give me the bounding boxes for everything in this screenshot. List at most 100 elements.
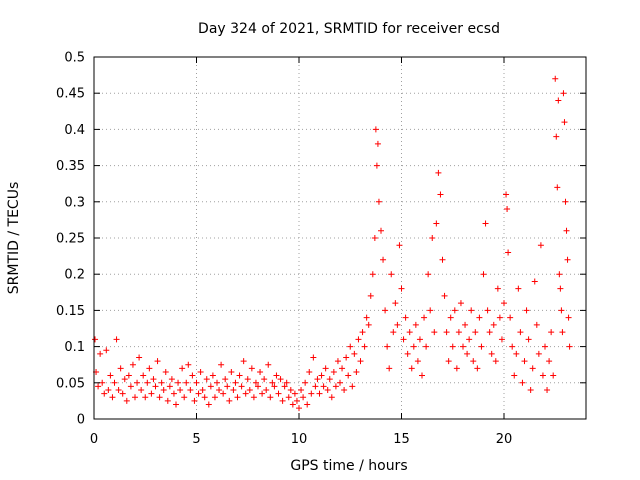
plot-frame xyxy=(93,56,587,420)
data-point xyxy=(429,235,436,241)
data-point xyxy=(281,383,288,390)
data-point xyxy=(134,379,141,386)
data-point xyxy=(308,390,315,397)
data-point xyxy=(566,343,573,350)
data-point xyxy=(472,329,479,336)
data-point xyxy=(203,376,210,383)
data-point xyxy=(92,336,99,343)
data-point xyxy=(525,336,532,343)
data-point xyxy=(392,300,399,307)
data-point xyxy=(353,368,360,375)
data-point xyxy=(107,372,114,379)
data-point xyxy=(220,390,227,397)
grid-lines xyxy=(94,57,586,419)
data-point xyxy=(211,394,218,401)
x-tick-labels: 0 5 10 15 20 xyxy=(90,432,512,447)
y-tick-label: 0.5 xyxy=(64,51,85,66)
data-point xyxy=(347,343,354,350)
x-tick-label: 5 xyxy=(192,432,200,447)
data-point xyxy=(400,336,407,343)
data-point xyxy=(561,119,568,126)
data-point xyxy=(140,372,147,379)
data-point xyxy=(563,227,570,234)
data-point xyxy=(129,361,136,368)
data-point xyxy=(533,321,540,328)
data-point xyxy=(238,383,245,390)
data-point xyxy=(453,365,460,372)
data-point xyxy=(484,307,491,314)
data-point xyxy=(460,343,466,350)
data-point xyxy=(339,365,346,372)
data-point xyxy=(554,184,561,191)
data-point xyxy=(240,358,247,365)
data-point xyxy=(486,329,493,336)
data-point xyxy=(298,387,305,394)
data-point xyxy=(207,383,214,390)
data-point xyxy=(445,358,452,365)
data-point xyxy=(457,300,464,307)
data-point xyxy=(97,350,104,357)
data-point xyxy=(289,401,296,408)
data-point xyxy=(332,383,339,390)
data-point xyxy=(351,350,358,357)
data-point xyxy=(291,390,298,397)
data-point xyxy=(382,307,389,314)
data-point xyxy=(230,387,237,394)
data-point xyxy=(386,365,393,372)
y-tick-label: 0.25 xyxy=(56,232,85,247)
data-point xyxy=(396,242,403,249)
data-point xyxy=(441,292,448,299)
x-tick-label: 10 xyxy=(291,432,308,447)
y-tick-label: 0.05 xyxy=(56,376,85,391)
data-point xyxy=(345,372,352,379)
data-point xyxy=(557,285,564,292)
data-point xyxy=(334,358,341,365)
y-tick-label: 0.2 xyxy=(64,268,85,283)
data-point xyxy=(359,329,366,336)
data-point xyxy=(503,191,510,198)
data-point xyxy=(234,394,241,401)
data-point xyxy=(158,379,165,386)
data-point xyxy=(144,379,151,386)
data-point xyxy=(451,307,458,314)
data-point xyxy=(380,256,387,263)
data-point xyxy=(378,227,384,234)
data-point xyxy=(236,372,243,379)
data-point xyxy=(160,387,167,394)
data-point xyxy=(375,198,382,205)
data-point xyxy=(431,329,438,336)
data-point xyxy=(443,329,450,336)
data-point xyxy=(480,271,487,278)
data-point xyxy=(365,321,372,328)
data-point xyxy=(205,401,212,408)
data-point xyxy=(152,383,159,390)
data-point xyxy=(127,383,134,390)
data-point xyxy=(101,390,108,397)
data-point xyxy=(361,343,368,350)
data-point xyxy=(283,379,290,386)
data-point xyxy=(300,394,307,401)
data-point xyxy=(558,307,565,314)
data-point xyxy=(328,394,335,401)
data-point xyxy=(470,358,477,365)
data-point xyxy=(468,307,475,314)
data-point xyxy=(527,387,534,394)
data-point xyxy=(187,387,194,394)
data-point xyxy=(95,383,102,390)
data-point xyxy=(296,405,302,412)
data-point xyxy=(357,358,364,365)
data-point xyxy=(162,368,169,375)
y-tick-label: 0.15 xyxy=(56,304,85,319)
data-point xyxy=(367,292,374,299)
data-point xyxy=(478,343,485,350)
data-point xyxy=(523,307,530,314)
data-point xyxy=(119,390,126,397)
data-point xyxy=(216,387,223,394)
data-point xyxy=(201,394,208,401)
data-point xyxy=(314,376,321,383)
data-point xyxy=(559,329,566,336)
data-point xyxy=(412,321,419,328)
data-point xyxy=(466,336,473,343)
data-point xyxy=(550,372,557,379)
